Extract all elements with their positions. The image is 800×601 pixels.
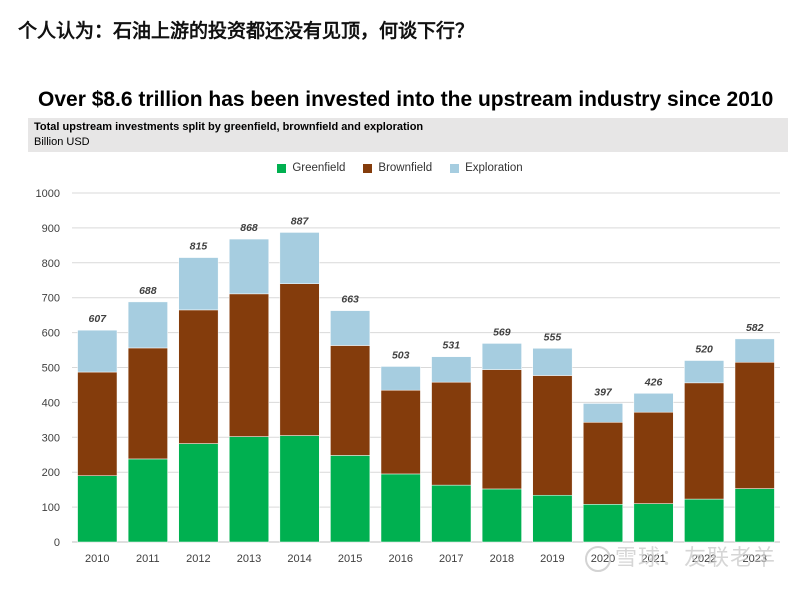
x-tick-label: 2018: [490, 553, 514, 565]
legend-label-greenfield: Greenfield: [292, 162, 346, 174]
bar-segment-greenfield: [279, 435, 320, 543]
total-data-label: 868: [240, 222, 258, 234]
total-data-label: 426: [644, 376, 663, 388]
total-data-label: 397: [594, 386, 613, 398]
x-tick-label: 2013: [237, 553, 261, 565]
legend-swatch-brownfield: [363, 163, 373, 173]
bar-segment-exploration: [532, 348, 573, 376]
total-data-label: 531: [443, 340, 461, 352]
bar-segment-greenfield: [330, 455, 371, 543]
bar-segment-exploration: [178, 257, 219, 311]
bar-segment-brownfield: [481, 369, 522, 490]
x-tick-label: 2012: [186, 553, 210, 565]
bar-segment-exploration: [77, 329, 118, 373]
bar-segment-brownfield: [380, 389, 421, 475]
x-tick-label: 2016: [388, 553, 412, 565]
bar-segment-brownfield: [684, 382, 725, 500]
subtitle-band: Total upstream investments split by gree…: [28, 118, 788, 152]
x-tick-label: 2011: [136, 553, 160, 565]
total-data-label: 688: [139, 285, 157, 297]
bar-segment-greenfield: [481, 488, 522, 543]
page-heading: 个人认为：石油上游的投资都还没有见顶，何谈下行？: [18, 20, 475, 42]
legend-item-greenfield: Greenfield: [277, 162, 345, 174]
bar-segment-exploration: [481, 343, 522, 370]
legend-swatch-exploration: [450, 163, 460, 173]
legend-item-exploration: Exploration: [450, 162, 523, 174]
bar-segment-greenfield: [127, 458, 168, 543]
x-tick-label: 2021: [641, 553, 665, 565]
y-tick-label: 600: [42, 328, 60, 340]
x-tick-label: 2019: [540, 553, 564, 565]
y-tick-label: 700: [42, 293, 60, 305]
total-data-label: 582: [746, 322, 764, 334]
total-data-label: 569: [493, 326, 511, 338]
bar-segment-exploration: [633, 393, 674, 413]
bar-segment-greenfield: [734, 488, 775, 543]
y-tick-label: 0: [54, 537, 60, 549]
bar-segment-brownfield: [229, 293, 269, 437]
total-data-label: 555: [544, 331, 562, 343]
bar-segment-brownfield: [178, 309, 219, 444]
bar-segment-brownfield: [633, 411, 674, 504]
y-tick-label: 1000: [36, 188, 60, 200]
bar-segment-greenfield: [532, 494, 573, 543]
y-tick-label: 300: [42, 432, 60, 444]
chart-title: Over $8.6 trillion has been invested int…: [38, 88, 774, 111]
y-tick-label: 100: [42, 502, 60, 514]
bar-segment-greenfield: [431, 484, 472, 543]
bar-segment-brownfield: [734, 362, 775, 489]
bar-segment-greenfield: [684, 498, 725, 543]
x-tick-label: 2023: [742, 553, 766, 565]
bar-segment-exploration: [330, 310, 371, 346]
total-data-label: 887: [291, 215, 310, 227]
watermark: 雪球：友联老羊: [585, 540, 776, 572]
legend-label-brownfield: Brownfield: [378, 162, 433, 174]
y-axis-unit-label: Billion USD: [34, 136, 90, 148]
snowball-logo-icon: [585, 546, 611, 572]
bar-segment-exploration: [380, 366, 421, 391]
bar-segment-brownfield: [330, 345, 371, 456]
watermark-text: 雪球：友联老羊: [615, 546, 777, 571]
bar-segment-exploration: [127, 301, 168, 349]
bar-segment-brownfield: [583, 422, 623, 505]
bar-segment-greenfield: [229, 436, 269, 543]
x-tick-label: 2014: [287, 553, 311, 565]
y-tick-label: 400: [42, 397, 60, 409]
chart-subtitle: Total upstream investments split by gree…: [34, 121, 424, 133]
bar-segment-brownfield: [127, 347, 168, 460]
x-tick-label: 2010: [85, 553, 109, 565]
x-tick-label: 2017: [439, 553, 463, 565]
bar-segment-exploration: [279, 232, 320, 284]
y-tick-label: 900: [42, 223, 60, 235]
chart-legend: Greenfield Brownfield Exploration: [0, 162, 800, 174]
x-tick-label: 2022: [692, 553, 716, 565]
bar-segment-greenfield: [178, 443, 219, 543]
y-tick-label: 500: [42, 363, 60, 375]
bar-segment-brownfield: [431, 381, 472, 486]
total-data-label: 663: [341, 294, 359, 306]
total-data-label: 815: [190, 241, 208, 253]
bar-segment-greenfield: [380, 473, 421, 543]
bar-segment-exploration: [583, 403, 623, 423]
bar-segment-brownfield: [77, 371, 118, 476]
legend-item-brownfield: Brownfield: [363, 162, 432, 174]
total-data-label: 607: [89, 313, 108, 325]
bar-segment-brownfield: [279, 283, 320, 436]
total-data-label: 520: [695, 344, 713, 356]
x-tick-label: 2015: [338, 553, 362, 565]
total-data-label: 503: [392, 349, 410, 361]
y-tick-label: 800: [42, 258, 60, 270]
bar-segment-exploration: [734, 338, 775, 363]
legend-swatch-greenfield: [277, 163, 287, 173]
bar-segment-greenfield: [77, 475, 118, 543]
bar-segment-exploration: [431, 356, 472, 383]
y-tick-label: 200: [42, 467, 60, 479]
bar-segment-greenfield: [633, 503, 674, 543]
bar-segment-greenfield: [583, 504, 623, 543]
bar-segment-brownfield: [532, 375, 573, 496]
bar-segment-exploration: [684, 360, 725, 384]
bar-segment-exploration: [229, 238, 269, 295]
legend-label-exploration: Exploration: [465, 162, 523, 174]
